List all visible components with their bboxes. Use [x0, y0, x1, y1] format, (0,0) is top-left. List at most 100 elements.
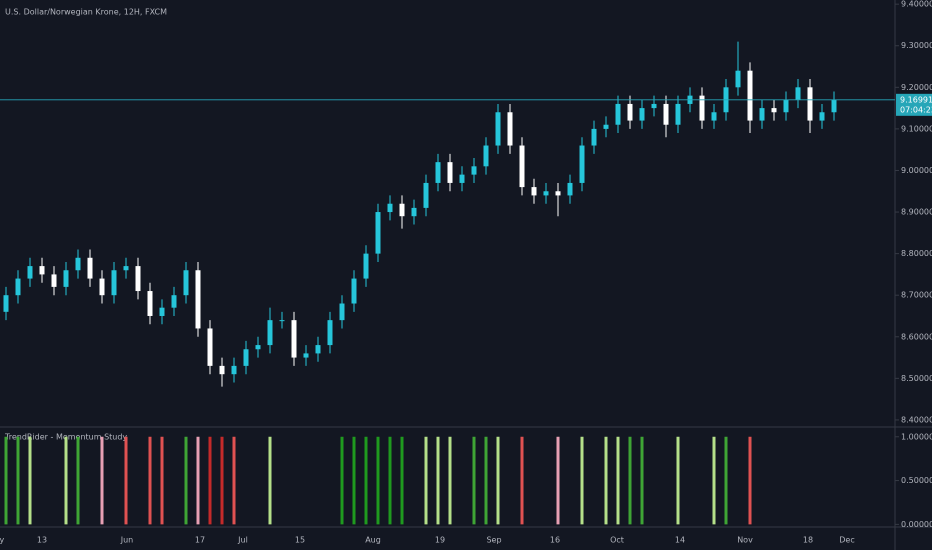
- indicator-bar: [436, 436, 440, 525]
- candle-body: [351, 278, 357, 304]
- candle-body: [75, 257, 81, 271]
- candle-body: [159, 307, 165, 316]
- candle-body: [303, 353, 309, 358]
- indicator-y-tick-label: 1.00000: [901, 432, 932, 441]
- indicator-bar: [352, 436, 356, 525]
- candle-body: [483, 145, 489, 167]
- indicator-bar: [220, 436, 224, 525]
- candle-body: [231, 365, 237, 375]
- candle-body: [243, 349, 249, 366]
- indicator-bar: [64, 436, 68, 525]
- x-tick-label: 17: [195, 536, 205, 545]
- y-tick-label: 8.50000: [901, 374, 932, 383]
- candle-body: [579, 145, 585, 183]
- x-tick-label: 13: [37, 536, 47, 545]
- indicator-bar: [340, 436, 344, 525]
- y-tick-label: 9.00000: [901, 166, 932, 175]
- indicator-bar: [76, 436, 80, 525]
- candle-body: [699, 95, 705, 121]
- candle-body: [363, 253, 369, 279]
- y-tick-label: 9.40000: [901, 0, 932, 9]
- candle-body: [531, 187, 537, 196]
- indicator-bar: [640, 436, 644, 525]
- indicator-bar: [208, 436, 212, 525]
- candle-body: [819, 112, 825, 121]
- indicator-bar: [628, 436, 632, 525]
- candle-body: [123, 266, 129, 271]
- indicator-y-tick-label: 0.00000: [901, 520, 932, 529]
- candle-body: [783, 99, 789, 113]
- x-tick-label: 19: [435, 536, 445, 545]
- candle-body: [147, 291, 153, 316]
- x-tick-label: 14: [675, 536, 685, 545]
- candle-body: [831, 99, 837, 113]
- candle-body: [51, 274, 57, 287]
- candle-body: [411, 207, 417, 217]
- indicator-bar: [148, 436, 152, 525]
- candle-body: [519, 145, 525, 188]
- indicator-bar: [376, 436, 380, 525]
- candle-body: [255, 345, 261, 350]
- indicator-bar: [364, 436, 368, 525]
- indicator-bar: [388, 436, 392, 525]
- candle-body: [3, 295, 9, 312]
- indicator-bar: [580, 436, 584, 525]
- indicator-bar: [100, 436, 104, 525]
- x-tick-label: Dec: [839, 536, 854, 545]
- candle-body: [495, 112, 501, 146]
- last-price-label: 9.16991: [900, 95, 932, 104]
- x-tick-label: 16: [550, 536, 560, 545]
- indicator-bar: [4, 436, 8, 525]
- indicator-bar: [124, 436, 128, 525]
- y-tick-label: 8.80000: [901, 249, 932, 258]
- x-tick-label: 15: [295, 536, 305, 545]
- candle-body: [735, 70, 741, 88]
- candle-body: [747, 70, 753, 121]
- candle-body: [171, 295, 177, 308]
- y-tick-label: 8.60000: [901, 332, 932, 341]
- indicator-bar: [616, 436, 620, 525]
- y-tick-label: 8.70000: [901, 291, 932, 300]
- candle-body: [459, 174, 465, 183]
- x-tick-label: Jul: [237, 536, 248, 545]
- candle-body: [507, 112, 513, 146]
- symbol-title: U.S. Dollar/Norwegian Krone, 12H, FXCM: [5, 8, 167, 17]
- candle-body: [399, 203, 405, 217]
- candle-body: [435, 162, 441, 183]
- indicator-bar: [604, 436, 608, 525]
- candle-body: [27, 266, 33, 279]
- candle-body: [543, 191, 549, 196]
- candle-body: [339, 303, 345, 321]
- candle-body: [447, 162, 453, 183]
- candle-body: [615, 103, 621, 125]
- x-tick-label: Oct: [610, 536, 624, 545]
- y-tick-label: 8.40000: [901, 415, 932, 424]
- indicator-bar: [232, 436, 236, 525]
- indicator-bar: [160, 436, 164, 525]
- indicator-bar: [520, 436, 524, 525]
- indicator-bar: [712, 436, 716, 525]
- indicator-bar: [496, 436, 500, 525]
- indicator-bar: [748, 436, 752, 525]
- candle-body: [183, 270, 189, 296]
- candle-body: [39, 266, 45, 275]
- x-tick-label: May: [0, 536, 5, 545]
- y-tick-label: 9.30000: [901, 41, 932, 50]
- indicator-bar: [196, 436, 200, 525]
- indicator-bar: [424, 436, 428, 525]
- indicator-bar: [400, 436, 404, 525]
- candle-body: [87, 257, 93, 279]
- candle-body: [207, 328, 213, 366]
- countdown-label: 07:04:23: [900, 105, 932, 114]
- indicator-bar: [724, 436, 728, 525]
- indicator-bar: [556, 436, 560, 525]
- candle-body: [423, 182, 429, 208]
- candle-body: [327, 320, 333, 346]
- x-tick-label: Sep: [486, 536, 501, 545]
- candle-body: [135, 266, 141, 292]
- indicator-bar: [676, 436, 680, 525]
- x-tick-label: Jun: [120, 536, 134, 545]
- candle-body: [195, 270, 201, 329]
